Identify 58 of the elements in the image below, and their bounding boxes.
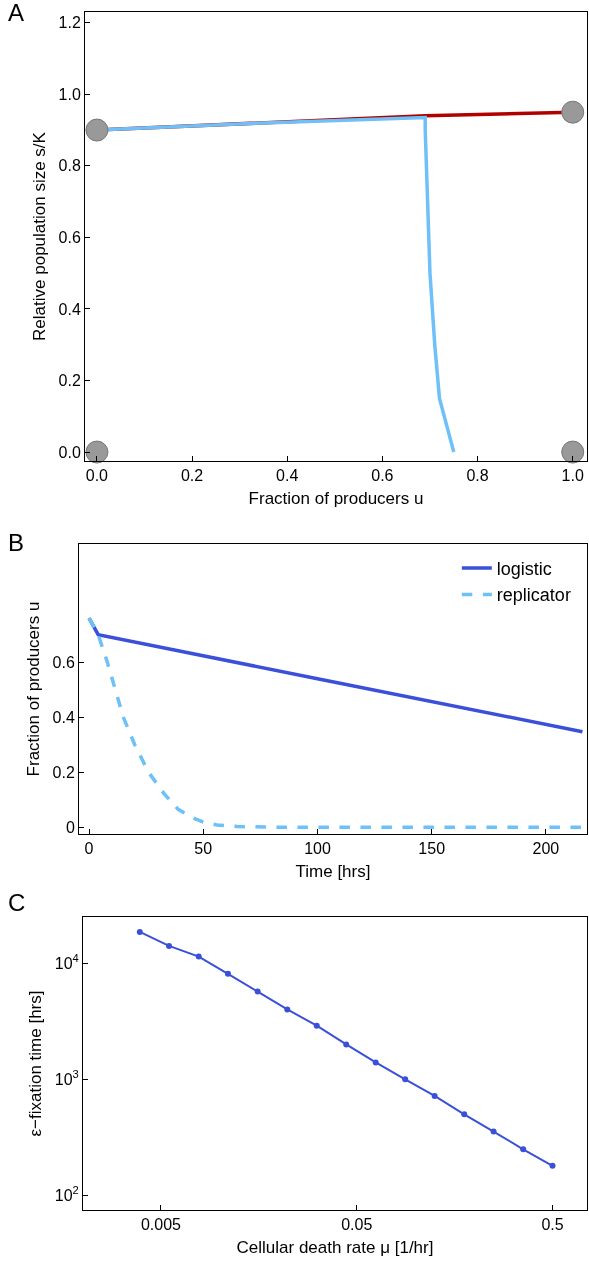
y-tick-label: 0.4 (52, 708, 75, 726)
x-tick-label: 0.5 (541, 1216, 564, 1234)
x-tick-label: 1.0 (561, 467, 584, 485)
x-tick-label: 0.005 (140, 1216, 182, 1234)
legend-label: replicator (496, 585, 571, 606)
chart-title: A (8, 0, 25, 26)
y-tick-label: 0 (65, 818, 75, 836)
point (85, 118, 109, 142)
y-tick-label: 10$^{4}$ (54, 952, 79, 972)
point (224, 970, 231, 977)
y-tick-label: 10$^{2}$ (54, 1184, 79, 1205)
point (254, 988, 261, 995)
y-tick-label: 0.6 (58, 228, 81, 246)
y-tick-label: 10$^{3}$ (54, 1068, 79, 1088)
chart-title: C (8, 888, 26, 916)
y-tick-label: 1.0 (58, 85, 81, 103)
y-tick-label: 0.8 (58, 157, 81, 175)
chart-title: B (8, 528, 25, 556)
point (520, 1146, 527, 1153)
point (490, 1128, 497, 1135)
y-tick-label: 0.6 (52, 653, 75, 671)
x-tick-label: 0.0 (85, 467, 109, 485)
x-tick-label: 200 (532, 840, 560, 858)
point (85, 440, 109, 464)
y-tick-label: 0.2 (58, 372, 81, 390)
point (313, 1022, 320, 1029)
legend-label: logistic (496, 559, 552, 580)
y-tick-label: 0.2 (52, 763, 75, 781)
point (431, 1092, 438, 1099)
y-axis-title: Fraction of producers u (24, 601, 44, 777)
y-tick-label: 1.2 (58, 14, 81, 32)
point (402, 1076, 409, 1083)
x-tick-label: 100 (304, 840, 331, 858)
x-tick-label: 0.8 (466, 467, 489, 485)
point (561, 440, 585, 464)
y-axis-title: Relative population size s/K (30, 131, 50, 341)
point (372, 1059, 379, 1066)
x-tick-label: 0.6 (371, 467, 394, 485)
x-axis-title: Time [hrs] (295, 861, 371, 881)
point (284, 1006, 291, 1013)
x-tick-label: 150 (418, 840, 446, 858)
point (195, 953, 202, 960)
x-tick-label: 0.4 (276, 467, 299, 485)
y-axis-title: ε−fixation time [hrs] (26, 990, 46, 1137)
point (461, 1111, 468, 1118)
y-tick-label: 0.4 (58, 300, 81, 318)
point (136, 928, 143, 935)
point (561, 100, 585, 124)
x-axis-title: Cellular death rate μ [1/hr] (236, 1237, 434, 1257)
point (343, 1041, 350, 1048)
point (549, 1162, 556, 1169)
x-tick-label: 0.05 (341, 1216, 373, 1234)
x-tick-label: 0 (84, 840, 94, 858)
point (166, 942, 173, 949)
x-axis-title: Fraction of producers u (248, 488, 424, 508)
y-tick-label: 0.0 (58, 443, 81, 461)
x-tick-label: 0.2 (180, 467, 204, 485)
x-tick-label: 50 (194, 840, 213, 858)
